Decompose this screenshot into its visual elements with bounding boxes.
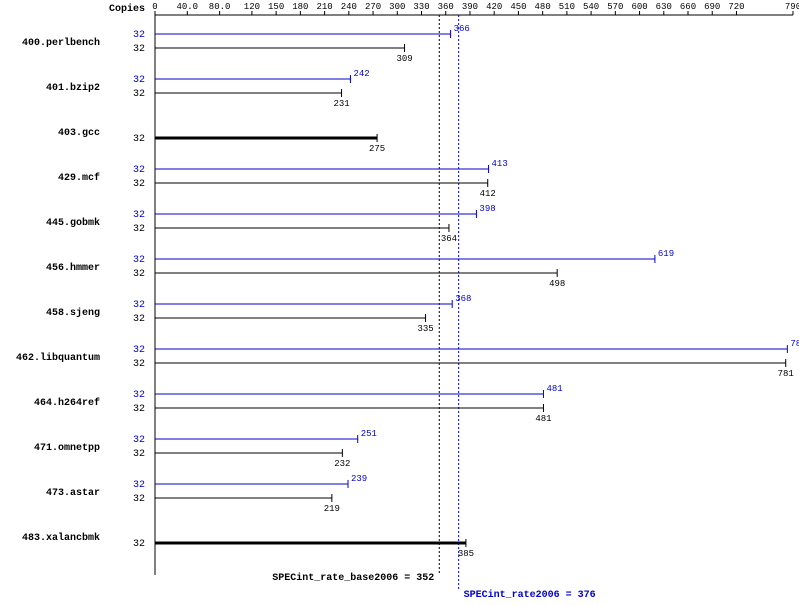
base-reference-label: SPECint_rate_base2006 = 352 [272,572,434,584]
benchmark-name: 464.h264ref [34,397,100,409]
x-tick-label: 790 [785,2,799,12]
copies-peak: 32 [133,30,145,41]
x-tick-label: 40.0 [176,2,198,12]
copies-base: 32 [133,89,145,100]
copies-base: 32 [133,359,145,370]
peak-value: 481 [546,384,562,394]
x-tick-label: 120 [244,2,260,12]
base-value: 335 [417,324,433,334]
copies-base: 32 [133,539,145,550]
peak-value: 619 [658,249,674,259]
copies-peak: 32 [133,300,145,311]
copies-peak: 32 [133,390,145,401]
benchmark-name: 400.perlbench [22,37,100,49]
base-value: 219 [324,504,340,514]
x-tick-label: 660 [680,2,696,12]
x-tick-label: 600 [631,2,647,12]
benchmark-name: 429.mcf [58,172,100,184]
copies-base: 32 [133,449,145,460]
x-tick-label: 80.0 [209,2,231,12]
x-tick-label: 480 [535,2,551,12]
x-tick-label: 330 [413,2,429,12]
x-tick-label: 420 [486,2,502,12]
base-value: 231 [333,99,349,109]
peak-value: 239 [351,474,367,484]
copies-base: 32 [133,44,145,55]
peak-value: 251 [361,429,377,439]
x-tick-label: 360 [438,2,454,12]
copies-peak: 32 [133,210,145,221]
copies-peak: 32 [133,435,145,446]
copies-base: 32 [133,269,145,280]
peak-value: 242 [353,69,369,79]
base-value: 781 [778,369,794,379]
peak-reference-label: SPECint_rate2006 = 376 [464,589,596,601]
benchmark-name: 462.libquantum [16,352,100,364]
x-tick-label: 390 [462,2,478,12]
peak-value: 368 [455,294,471,304]
x-tick-label: 720 [728,2,744,12]
base-value: 412 [480,189,496,199]
benchmark-name: 458.sjeng [46,307,100,319]
copies-base: 32 [133,404,145,415]
benchmark-name: 473.astar [46,488,100,499]
x-tick-label: 630 [656,2,672,12]
x-tick-label: 0 [152,2,157,12]
peak-value: 398 [479,204,495,214]
x-tick-label: 270 [365,2,381,12]
copies-header: Copies [109,3,145,15]
copies-base: 32 [133,494,145,505]
x-tick-label: 540 [583,2,599,12]
benchmark-name: 445.gobmk [46,217,100,229]
base-value: 364 [441,234,457,244]
copies-base: 32 [133,179,145,190]
peak-value: 783 [790,339,799,349]
x-tick-label: 690 [704,2,720,12]
benchmark-name: 483.xalancbmk [22,532,100,544]
base-value: 309 [396,54,412,64]
peak-value: 413 [492,159,508,169]
x-tick-label: 450 [510,2,526,12]
copies-peak: 32 [133,255,145,266]
benchmark-name: 456.hmmer [46,262,100,274]
x-tick-label: 510 [559,2,575,12]
copies-peak: 32 [133,480,145,491]
copies-peak: 32 [133,165,145,176]
base-value: 481 [535,414,551,424]
x-tick-label: 570 [607,2,623,12]
base-value: 385 [458,549,474,559]
benchmark-name: 403.gcc [58,128,100,139]
base-value: 275 [369,144,385,154]
copies-base: 32 [133,224,145,235]
peak-value: 366 [454,24,470,34]
x-tick-label: 300 [389,2,405,12]
spec-chart: 0 40.0 80.0 120 150 180 210 240 270 300 330 360 390 4… [0,0,799,606]
base-value: 232 [334,459,350,469]
benchmark-name: 471.omnetpp [34,443,100,454]
benchmark-name: 401.bzip2 [46,82,100,94]
x-tick-label: 150 [268,2,284,12]
copies-peak: 32 [133,75,145,86]
copies-base: 32 [133,314,145,325]
base-value: 498 [549,279,565,289]
copies-peak: 32 [133,345,145,356]
x-tick-label: 180 [292,2,308,12]
x-tick-label: 210 [316,2,332,12]
x-tick-label: 240 [341,2,357,12]
copies-base: 32 [133,134,145,145]
